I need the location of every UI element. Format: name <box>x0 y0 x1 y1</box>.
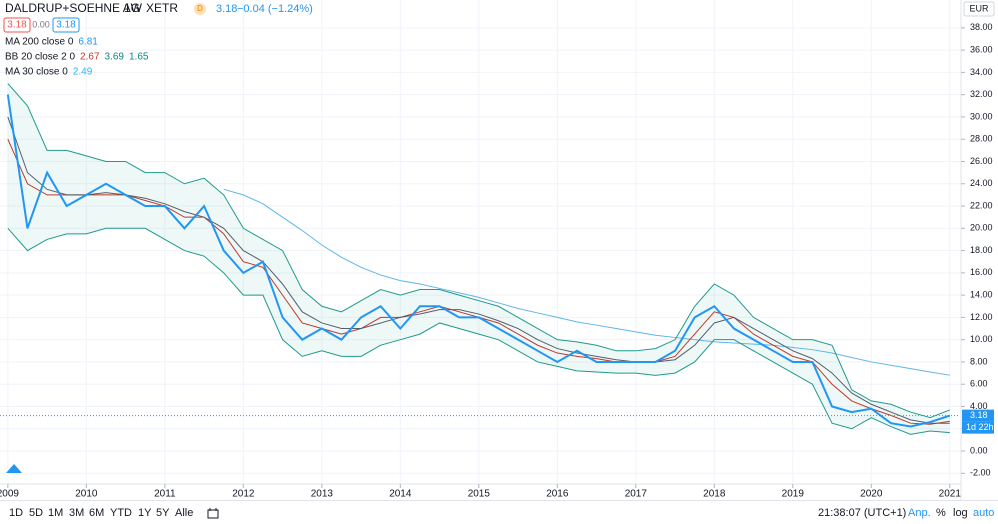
y-tick-label: 36.00 <box>970 44 993 54</box>
x-tick-label: 2016 <box>546 489 569 500</box>
scale-option[interactable]: % <box>936 507 946 519</box>
y-tick-label: 32.00 <box>970 89 993 99</box>
ask[interactable]: 3.18 <box>56 20 76 31</box>
y-tick-label: 38.00 <box>970 22 993 32</box>
legend-value: 2.49 <box>73 67 93 78</box>
badge: D <box>197 4 203 13</box>
plot <box>0 83 960 435</box>
x-tick-label: 2021 <box>939 489 962 500</box>
y-tick-label: 14.00 <box>970 289 993 299</box>
x-tick-label: 2012 <box>232 489 255 500</box>
range-button[interactable]: 5D <box>29 507 44 519</box>
scale-option[interactable]: auto <box>973 507 995 519</box>
currency-box[interactable] <box>963 1 995 17</box>
range-button[interactable]: 6M <box>89 507 105 519</box>
y-tick-label: 26.00 <box>970 156 993 166</box>
y-tick-label: 6.00 <box>970 379 988 389</box>
scale-option[interactable]: log <box>953 507 968 519</box>
currency[interactable]: EUR <box>969 3 989 13</box>
legend-value: 3.69 <box>105 52 125 63</box>
y-tick-label: 8.00 <box>970 356 988 366</box>
range-button[interactable]: 3M <box>69 507 85 519</box>
price-label: 3.18 <box>970 410 988 420</box>
interval: 1W <box>124 1 143 15</box>
legend-value: 6.81 <box>78 37 98 48</box>
x-tick-label: 2019 <box>782 489 805 500</box>
spread: 0.00 <box>32 19 50 29</box>
badge-bg <box>194 3 206 15</box>
clock: 21:38:07 (UTC+1) <box>818 507 907 519</box>
symbol-title: DALDRUP+SOEHNE AG <box>5 1 140 15</box>
grid: -2.000.002.004.006.008.0010.0012.0014.00… <box>0 0 993 500</box>
band-fill <box>7 83 950 435</box>
y-tick-label: 10.00 <box>970 334 993 344</box>
series-line <box>223 188 950 376</box>
legend-label: MA 200 close 0 <box>5 37 74 48</box>
price-label-bg <box>962 409 994 422</box>
range-button[interactable]: 1D <box>9 507 24 519</box>
y-tick-label: 20.00 <box>970 223 993 233</box>
x-tick-label: 2009 <box>0 489 19 500</box>
legend-label: MA 30 close 0 <box>5 67 68 78</box>
bid[interactable]: 3.18 <box>7 20 27 31</box>
x-tick-label: 2020 <box>860 489 883 500</box>
range-button[interactable]: Alle <box>175 507 194 519</box>
countdown-bg <box>962 421 994 434</box>
calendar-icon[interactable] <box>206 506 220 523</box>
range-button[interactable]: YTD <box>110 507 132 519</box>
countdown: 1d 22h <box>966 422 994 432</box>
x-tick-label: 2015 <box>468 489 491 500</box>
y-tick-label: 4.00 <box>970 401 988 411</box>
ask-box[interactable] <box>52 17 80 33</box>
y-tick-label: 30.00 <box>970 111 993 121</box>
change: −0.04 (−1.24%) <box>237 3 313 15</box>
legend-value: 1.65 <box>129 52 149 63</box>
y-tick-label: 34.00 <box>970 67 993 77</box>
y-tick-label: 0.00 <box>970 445 988 455</box>
series-line <box>7 227 950 435</box>
y-tick-label: 18.00 <box>970 245 993 255</box>
legend-label: BB 20 close 2 0 <box>5 52 75 63</box>
y-tick-label: -2.00 <box>970 468 991 478</box>
series-line <box>7 83 950 419</box>
scale-option[interactable]: Anp. <box>908 507 931 519</box>
toolbar: 1D 5D 1M 3M 6M YTD 1Y 5Y Alle 21:38:07 (UTC+1) Anp… <box>0 500 998 524</box>
x-tick-label: 2014 <box>389 489 412 500</box>
range-button[interactable]: 5Y <box>156 507 170 519</box>
y-tick-label: 24.00 <box>970 178 993 188</box>
legend-value: 2.67 <box>80 52 100 63</box>
exchange: XETR <box>146 1 178 15</box>
series-line <box>7 116 950 424</box>
x-tick-label: 2017 <box>625 489 648 500</box>
chart: -2.000.002.004.006.008.0010.0012.0014.00… <box>0 0 995 500</box>
y-tick-label: 12.00 <box>970 312 993 322</box>
range-button[interactable]: 1Y <box>138 507 152 519</box>
overlay: DALDRUP+SOEHNE AG 1W XETR D 3.18 −0.04 (… <box>3 1 995 473</box>
y-tick-label: 16.00 <box>970 267 993 277</box>
logo[interactable] <box>6 464 22 473</box>
series-line <box>6 94 951 428</box>
x-tick-label: 2011 <box>154 489 176 500</box>
x-tick-label: 2018 <box>703 489 726 500</box>
x-tick-label: 2010 <box>75 489 98 500</box>
y-tick-label: 22.00 <box>970 200 993 210</box>
bid-box[interactable] <box>3 17 31 33</box>
y-tick-label: 28.00 <box>970 134 993 144</box>
range-button[interactable]: 1M <box>48 507 64 519</box>
quote: 3.18 <box>216 3 237 15</box>
calendar-glyph <box>207 508 219 519</box>
x-tick-label: 2013 <box>311 489 334 500</box>
